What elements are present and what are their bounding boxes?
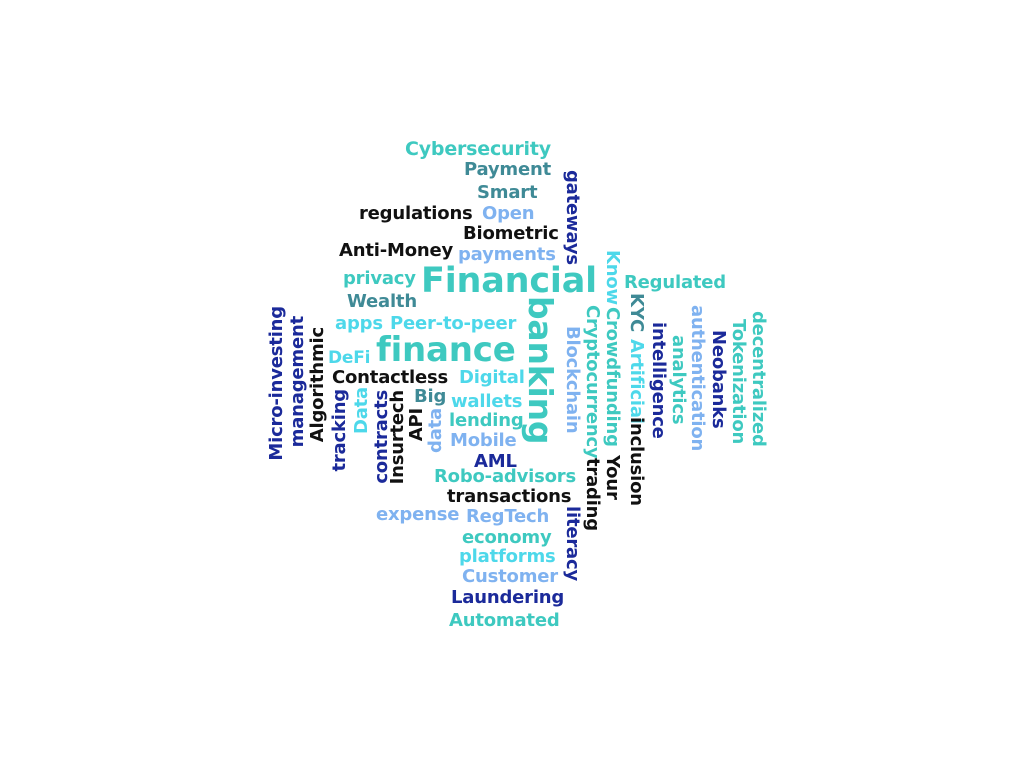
word-api: API [406, 408, 427, 442]
word-expense: expense [376, 504, 460, 525]
word-data-upper: Data [351, 387, 372, 435]
word-know: Know [602, 250, 623, 305]
word-regulated: Regulated [624, 272, 726, 293]
word-biometric: Biometric [463, 223, 559, 244]
word-blockchain: Blockchain [562, 326, 583, 434]
word-customer: Customer [462, 566, 558, 587]
word-cryptocurrency: Cryptocurrency [582, 305, 603, 459]
word-robo-advisors: Robo-advisors [434, 466, 576, 487]
word-inclusion: inclusion [626, 417, 647, 506]
word-laundering: Laundering [451, 587, 565, 608]
word-micro-investing: Micro-investing [266, 306, 287, 461]
word-regtech: RegTech [466, 506, 550, 527]
word-banking: banking [521, 296, 560, 445]
word-wallets: wallets [451, 391, 523, 412]
word-financial: Financial [421, 261, 597, 301]
word-data-lower: data [425, 408, 446, 453]
word-intelligence: intelligence [648, 322, 669, 439]
word-open: Open [482, 203, 535, 224]
word-aml: AML [474, 451, 517, 472]
word-neobanks: Neobanks [708, 330, 729, 429]
word-apps: apps [335, 313, 383, 334]
word-payment: Payment [464, 159, 552, 180]
word-automated: Automated [449, 610, 560, 631]
word-lending: lending [449, 410, 524, 431]
word-peer-to-peer: Peer-to-peer [390, 313, 517, 334]
word-tokenization: Tokenization [728, 319, 749, 445]
word-management: management [287, 316, 308, 448]
word-gateways: gateways [562, 170, 583, 265]
word-contactless: Contactless [332, 367, 449, 388]
word-platforms: platforms [459, 546, 556, 567]
word-transactions: transactions [447, 486, 572, 507]
word-insurtech: Insurtech [387, 390, 408, 485]
word-crowdfunding: Crowdfunding [602, 307, 623, 447]
word-smart: Smart [477, 182, 538, 203]
word-kyc: KYC [626, 293, 647, 332]
word-analytics: analytics [668, 335, 689, 425]
word-wealth: Wealth [347, 291, 417, 312]
word-digital: Digital [459, 367, 525, 388]
word-algorithmic: Algorithmic [307, 327, 328, 443]
word-privacy: privacy [343, 268, 416, 289]
word-defi: DeFi [328, 348, 371, 368]
word-artificial: Artificial [626, 339, 647, 424]
word-your: Your [602, 455, 623, 500]
word-mobile: Mobile [450, 430, 517, 451]
word-tracking: tracking [329, 389, 350, 472]
word-economy: economy [462, 527, 552, 548]
word-big: Big [414, 386, 447, 407]
word-cybersecurity: Cybersecurity [405, 138, 551, 160]
word-payments: payments [458, 244, 556, 265]
word-anti-money: Anti-Money [339, 240, 454, 261]
word-trading: trading [582, 458, 603, 531]
word-finance: finance [376, 330, 516, 370]
word-authentication: authentication [687, 305, 708, 452]
word-literacy: literacy [562, 506, 583, 581]
word-decentralized: decentralized [748, 311, 769, 447]
word-regulations: regulations [359, 203, 473, 224]
